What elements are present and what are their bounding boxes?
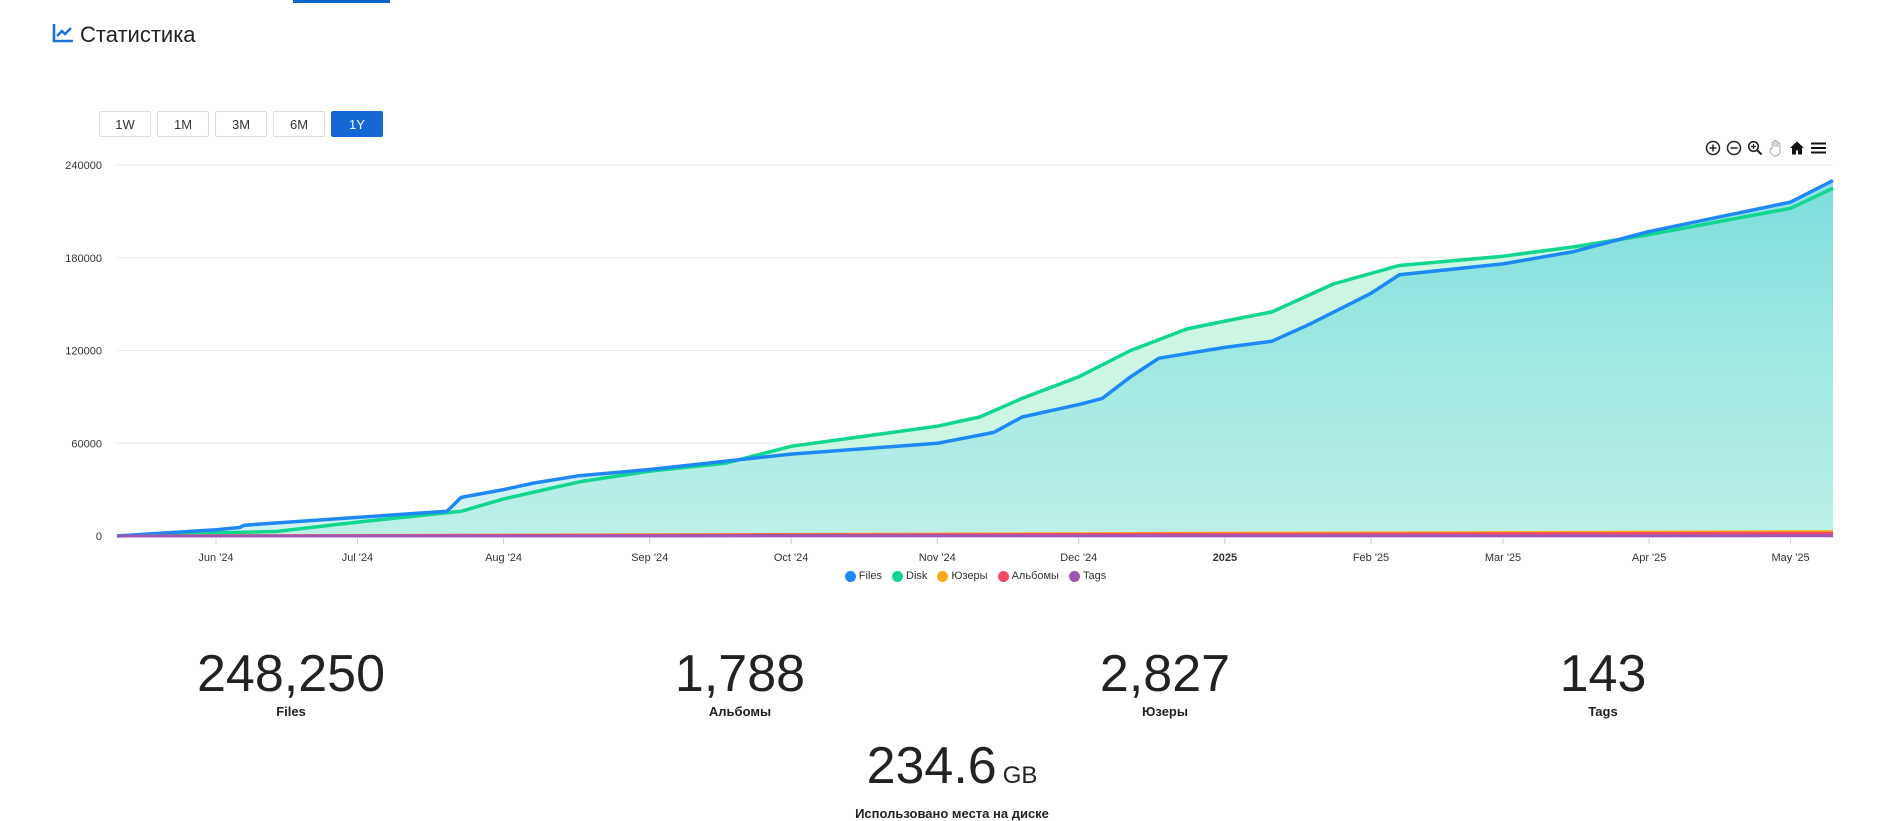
legend-item-disk[interactable]: Disk xyxy=(892,570,927,582)
legend-label: Юзеры xyxy=(951,570,987,582)
stat-users: 2,827 Юзеры xyxy=(1100,648,1230,719)
y-tick-label: 120000 xyxy=(65,346,102,358)
x-tick-label: 2025 xyxy=(1213,552,1237,564)
legend-label: Disk xyxy=(906,570,927,582)
page-header: Статистика xyxy=(52,22,196,48)
stat-value: 234.6 xyxy=(867,737,997,795)
stat-tags: 143 Tags xyxy=(1560,648,1647,719)
legend-item-albums[interactable]: Альбомы xyxy=(998,570,1059,582)
legend-marker xyxy=(937,571,948,582)
x-tick-label: Oct '24 xyxy=(774,552,809,564)
page-title: Статистика xyxy=(80,22,196,48)
stat-label: Юзеры xyxy=(1100,704,1230,719)
legend-marker xyxy=(845,571,856,582)
x-tick-label: Feb '25 xyxy=(1353,552,1389,564)
y-tick-label: 180000 xyxy=(65,253,102,265)
range-button-3m[interactable]: 3M xyxy=(215,111,267,137)
x-tick-label: Jun '24 xyxy=(198,552,233,564)
stat-value: 2,827 xyxy=(1100,648,1230,700)
legend-label: Tags xyxy=(1083,570,1106,582)
legend-item-users[interactable]: Юзеры xyxy=(937,570,987,582)
x-tick-label: Aug '24 xyxy=(485,552,522,564)
range-button-1w[interactable]: 1W xyxy=(99,111,151,137)
legend-marker xyxy=(892,571,903,582)
stat-label: Альбомы xyxy=(675,704,805,719)
stat-value: 143 xyxy=(1560,648,1647,700)
y-tick-label: 0 xyxy=(96,531,102,543)
x-tick-label: Jul '24 xyxy=(342,552,373,564)
legend-label: Альбомы xyxy=(1012,570,1059,582)
legend-item-files[interactable]: Files xyxy=(845,570,882,582)
active-tab-indicator xyxy=(293,0,390,3)
stat-label: Files xyxy=(197,704,385,719)
x-tick-label: May '25 xyxy=(1771,552,1809,564)
stat-label: Использовано места на диске xyxy=(855,806,1049,821)
stat-value: 1,788 xyxy=(675,648,805,700)
series-area-Files xyxy=(117,181,1833,537)
legend-item-tags[interactable]: Tags xyxy=(1069,570,1106,582)
y-tick-label: 240000 xyxy=(65,160,102,172)
area-chart[interactable]: 0 60000 120000 180000 240000 Jun '24 Jul '24 A… xyxy=(0,150,1891,570)
x-tick-label: Sep '24 xyxy=(631,552,668,564)
legend-marker xyxy=(998,571,1009,582)
x-tick-label: Apr '25 xyxy=(1632,552,1667,564)
range-button-1y[interactable]: 1Y xyxy=(331,111,383,137)
y-tick-label: 60000 xyxy=(71,438,102,450)
x-tick-label: Dec '24 xyxy=(1060,552,1097,564)
stat-unit: GB xyxy=(1003,762,1038,789)
range-selector: 1W 1M 3M 6M 1Y xyxy=(99,111,383,137)
stat-value: 248,250 xyxy=(197,648,385,700)
legend-marker xyxy=(1069,571,1080,582)
chart-line-icon xyxy=(52,23,74,48)
stat-files: 248,250 Files xyxy=(197,648,385,719)
x-tick-label: Mar '25 xyxy=(1485,552,1521,564)
stat-albums: 1,788 Альбомы xyxy=(675,648,805,719)
range-button-1m[interactable]: 1M xyxy=(157,111,209,137)
stat-label: Tags xyxy=(1560,704,1647,719)
chart-legend: Files Disk Юзеры Альбомы Tags xyxy=(0,570,1891,582)
range-button-6m[interactable]: 6M xyxy=(273,111,325,137)
x-tick-label: Nov '24 xyxy=(919,552,956,564)
legend-label: Files xyxy=(859,570,882,582)
